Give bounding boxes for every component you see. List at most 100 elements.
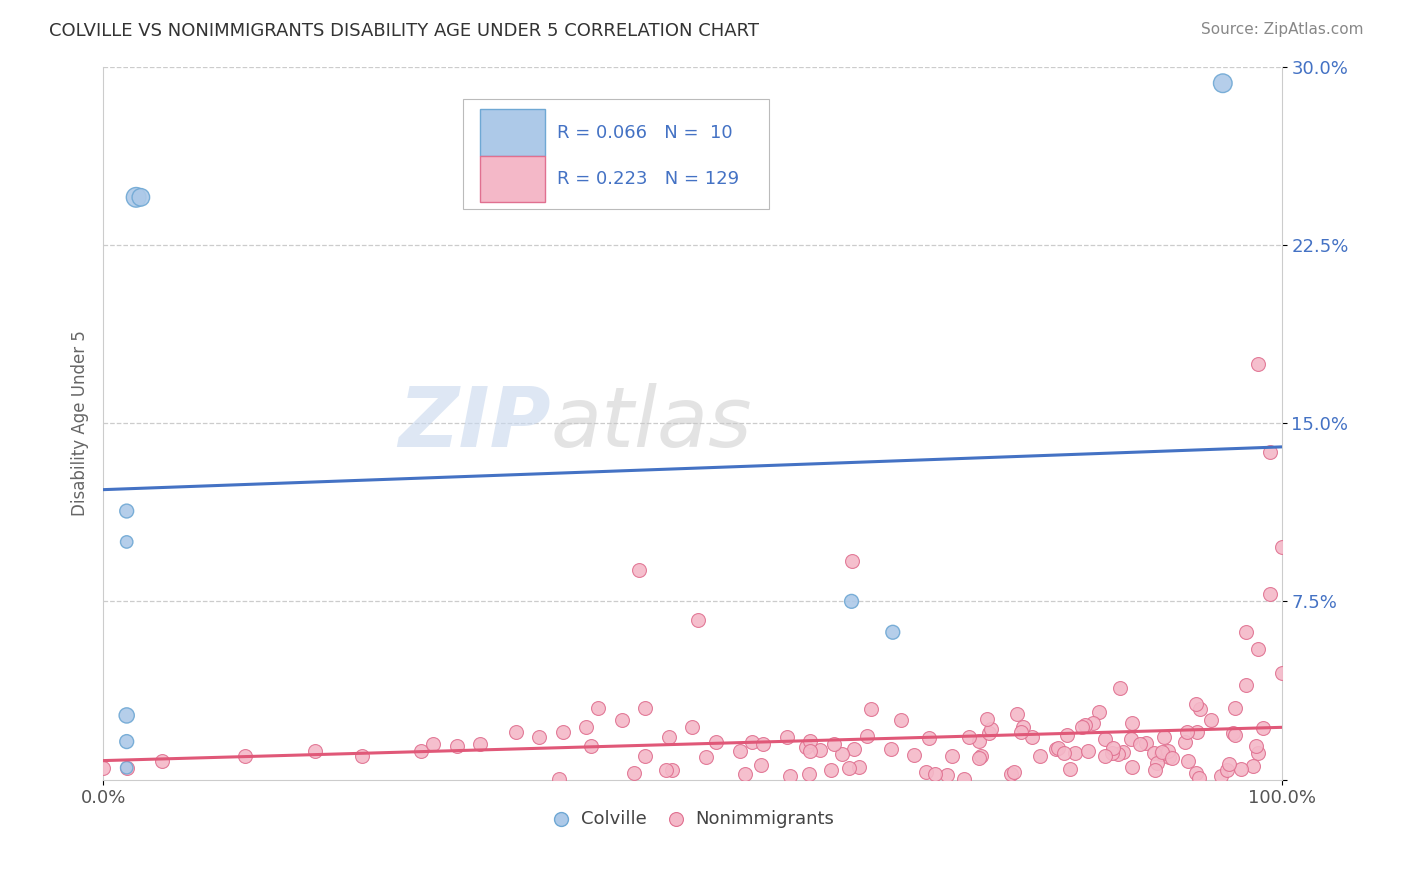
Point (352, 748, 374, 763)
Point (749, 758, 772, 772)
Point (1189, 702, 1212, 716)
Point (1121, 732, 1143, 747)
Point (1135, 736, 1157, 750)
Point (820, 763, 842, 777)
Point (848, 759, 870, 773)
Point (1187, 725, 1209, 739)
Point (1149, 747, 1171, 762)
Point (304, 744, 326, 758)
Point (882, 625, 904, 640)
Point (1218, 757, 1240, 772)
Point (1077, 744, 1099, 758)
Point (1112, 745, 1135, 759)
FancyBboxPatch shape (463, 99, 769, 210)
Point (1159, 749, 1181, 764)
Point (529, 730, 551, 744)
Point (1074, 718, 1097, 732)
Point (1212, 76, 1234, 90)
Point (976, 712, 998, 726)
Legend: Colville, Nonimmigrants: Colville, Nonimmigrants (543, 802, 842, 835)
Point (1094, 748, 1116, 763)
Point (1247, 641, 1270, 656)
Point (655, 763, 678, 777)
Point (586, 701, 609, 715)
Point (115, 708, 138, 723)
Point (1223, 728, 1246, 742)
Point (952, 772, 974, 786)
Point (1045, 742, 1067, 756)
Text: R = 0.066   N =  10: R = 0.066 N = 10 (557, 124, 733, 142)
Point (1094, 731, 1116, 746)
Point (970, 748, 993, 763)
Point (1121, 716, 1143, 731)
Point (1216, 763, 1239, 777)
Point (1188, 771, 1211, 785)
Point (831, 747, 853, 761)
Point (1070, 721, 1092, 735)
Point (1107, 747, 1129, 761)
Y-axis label: Disability Age Under 5: Disability Age Under 5 (72, 330, 89, 516)
Point (779, 769, 801, 783)
Point (115, 761, 138, 775)
Point (856, 729, 879, 743)
Point (776, 730, 799, 744)
Point (1174, 734, 1197, 748)
Point (1230, 762, 1253, 776)
Point (233, 748, 256, 763)
Point (838, 761, 860, 775)
Point (681, 720, 703, 734)
Point (808, 743, 831, 757)
Point (1222, 725, 1244, 739)
Point (470, 737, 492, 751)
Text: atlas: atlas (551, 383, 752, 464)
Point (1153, 730, 1175, 744)
Point (823, 737, 845, 751)
Point (1177, 725, 1199, 739)
Point (129, 190, 152, 204)
Point (115, 504, 138, 518)
Point (551, 725, 574, 739)
Point (1002, 765, 1025, 780)
Point (115, 535, 138, 549)
Point (1234, 677, 1257, 691)
Point (799, 733, 821, 747)
Point (799, 767, 821, 781)
Point (1047, 741, 1070, 756)
Point (422, 737, 444, 751)
Point (1010, 725, 1032, 739)
Point (1146, 756, 1168, 770)
Point (548, 772, 571, 787)
Point (1152, 745, 1174, 759)
Point (610, 713, 633, 727)
Bar (481, 110, 546, 156)
Point (1223, 701, 1246, 715)
Point (941, 748, 963, 763)
Point (1241, 759, 1264, 773)
Point (1258, 587, 1281, 601)
Point (575, 720, 598, 734)
Point (1271, 540, 1294, 554)
Point (918, 731, 941, 746)
Point (91, 761, 114, 775)
Point (1102, 740, 1125, 755)
Point (957, 730, 980, 744)
Point (1059, 762, 1081, 776)
Point (1177, 754, 1199, 768)
Point (628, 564, 651, 578)
Point (634, 701, 657, 715)
Point (728, 744, 751, 758)
Point (1251, 721, 1274, 735)
Point (1101, 746, 1123, 760)
Text: Source: ZipAtlas.com: Source: ZipAtlas.com (1201, 22, 1364, 37)
Point (1021, 730, 1043, 744)
Point (623, 766, 645, 780)
Point (924, 767, 946, 781)
Point (1160, 751, 1182, 765)
Point (841, 554, 863, 568)
Point (1053, 746, 1076, 760)
Point (688, 613, 710, 627)
Point (411, 744, 433, 758)
Point (695, 750, 717, 764)
Point (1209, 769, 1232, 783)
Point (1005, 707, 1028, 722)
